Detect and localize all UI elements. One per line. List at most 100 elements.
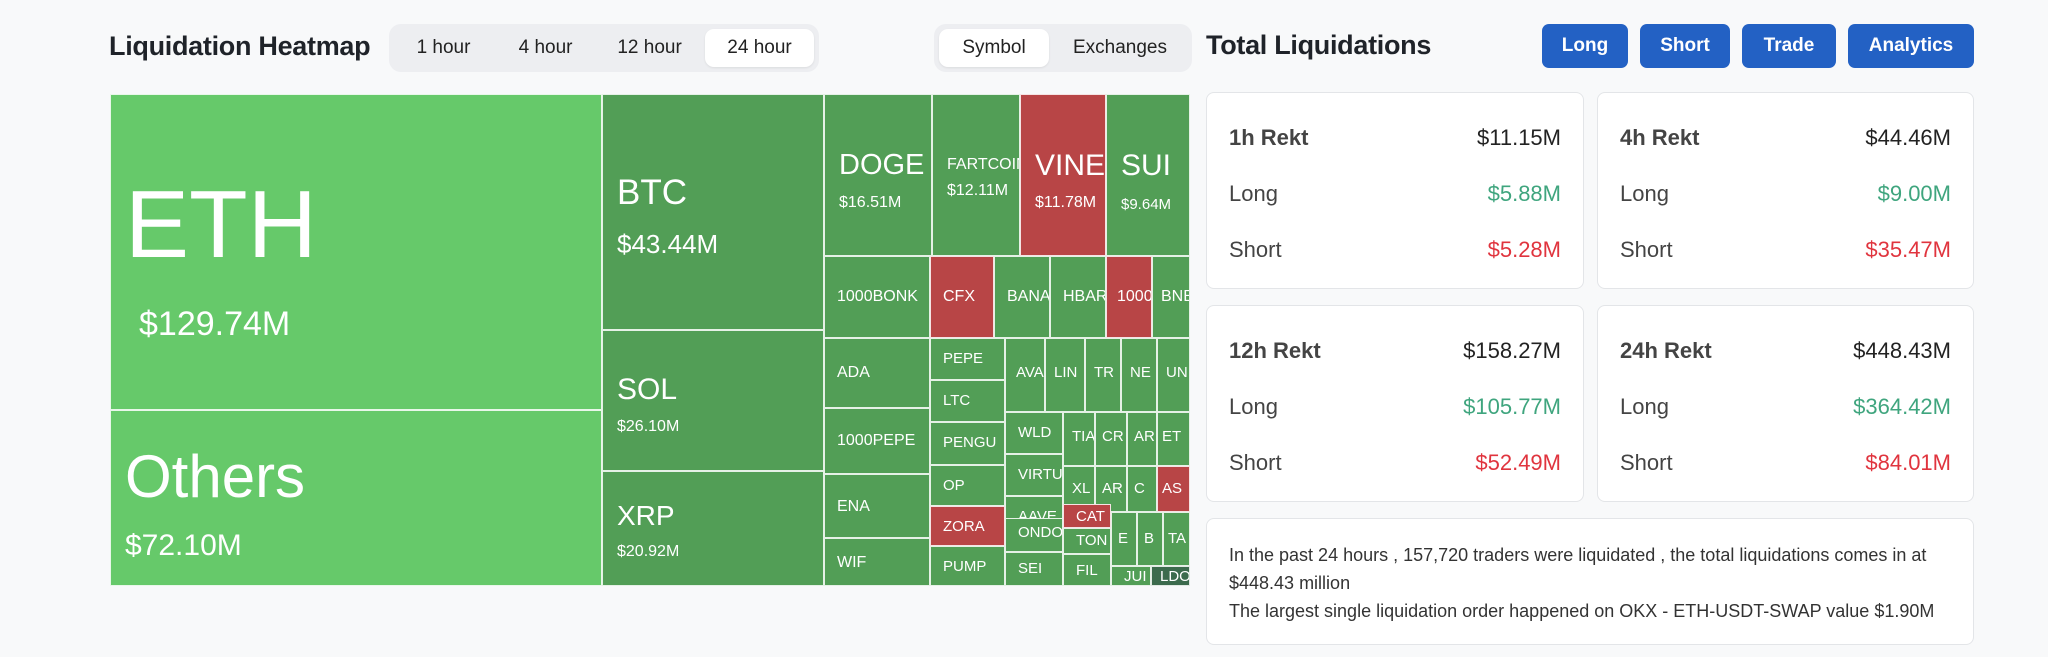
tile-symbol: LTC bbox=[943, 392, 971, 409]
short-label: Short bbox=[1620, 237, 1673, 262]
tile-wld[interactable]: WLD bbox=[1005, 412, 1063, 454]
tile-symbol: SUI bbox=[1121, 149, 1172, 182]
timeframe-12-hour[interactable]: 12 hour bbox=[617, 37, 682, 58]
tile-symbol: OP bbox=[943, 477, 965, 494]
tile-ta[interactable]: TA bbox=[1163, 512, 1190, 566]
tile-1000bonk[interactable]: 1000BONK bbox=[824, 256, 930, 338]
tile-ava[interactable]: AVA bbox=[1005, 338, 1045, 412]
card-total: $448.43M bbox=[1853, 338, 1951, 363]
tile-ne[interactable]: NE bbox=[1121, 338, 1157, 412]
tile-ltc[interactable]: LTC bbox=[930, 380, 1005, 422]
tile-btc[interactable]: BTC $43.44M bbox=[602, 94, 824, 330]
timeframe-24-hour[interactable]: 24 hour bbox=[705, 29, 814, 67]
tile-lin[interactable]: LIN bbox=[1045, 338, 1085, 412]
view-exchanges[interactable]: Exchanges bbox=[1072, 37, 1167, 58]
tile-value: $9.64M bbox=[1121, 196, 1172, 213]
tile-sei[interactable]: SEI bbox=[1005, 552, 1063, 586]
tile-symbol: ENA bbox=[837, 498, 870, 515]
tile-tia[interactable]: TIA bbox=[1063, 412, 1095, 466]
tile-cfx[interactable]: CFX bbox=[930, 256, 994, 338]
tile-1000[interactable]: 1000 bbox=[1106, 256, 1152, 338]
tile-symbol: FIL bbox=[1076, 562, 1098, 579]
tile-ton[interactable]: TON bbox=[1063, 528, 1111, 554]
tile-pengu[interactable]: PENGU bbox=[930, 422, 1005, 465]
tile-as[interactable]: AS bbox=[1157, 466, 1190, 512]
tile-et[interactable]: ET bbox=[1157, 412, 1190, 466]
tile-symbol: CR bbox=[1102, 428, 1124, 445]
tile-vine[interactable]: VINE $11.78M bbox=[1020, 94, 1106, 256]
tile-symbol: XL bbox=[1072, 480, 1091, 497]
tile-symbol: ET bbox=[1162, 428, 1182, 445]
tile-symbol: AR bbox=[1102, 480, 1123, 497]
tile-symbol: DOGE bbox=[839, 149, 925, 181]
tile-others[interactable]: Others $72.10M bbox=[110, 410, 602, 586]
rekt-card-12h: 12h Rekt $158.27M Long $105.77M Short $52.4… bbox=[1206, 305, 1584, 502]
tile-symbol: AS bbox=[1162, 480, 1183, 497]
tile-ena[interactable]: ENA bbox=[824, 474, 930, 538]
trade-button[interactable]: Trade bbox=[1742, 24, 1836, 68]
short-value: $5.28M bbox=[1487, 237, 1561, 262]
tile-op[interactable]: OP bbox=[930, 465, 1005, 506]
tile-cr[interactable]: CR bbox=[1095, 412, 1127, 466]
rekt-card-4h: 4h Rekt $44.46M Long $9.00M Short $35.47M bbox=[1597, 92, 1974, 289]
rekt-card-24h: 24h Rekt $448.43M Long $364.42M Short $84.0… bbox=[1597, 305, 1974, 502]
summary-line-1: In the past 24 hours , 157,720 traders w… bbox=[1229, 545, 1927, 593]
tile-zora[interactable]: ZORA bbox=[930, 506, 1005, 546]
liquidation-summary: In the past 24 hours , 157,720 traders w… bbox=[1206, 518, 1974, 645]
tile-bana[interactable]: BANA bbox=[994, 256, 1050, 338]
short-value: $52.49M bbox=[1475, 450, 1561, 475]
tile-symbol: WIF bbox=[837, 554, 867, 571]
tile-value: $16.51M bbox=[839, 194, 902, 211]
tile-e[interactable]: E bbox=[1111, 512, 1137, 566]
tile-fil[interactable]: FIL bbox=[1063, 554, 1111, 586]
tile-c[interactable]: C bbox=[1127, 466, 1157, 512]
tile-fartcoin[interactable]: FARTCOIN $12.11M bbox=[932, 94, 1020, 256]
tile-ada[interactable]: ADA bbox=[824, 338, 930, 408]
short-button[interactable]: Short bbox=[1640, 24, 1730, 68]
tile-1000pepe[interactable]: 1000PEPE bbox=[824, 408, 930, 474]
tile-b[interactable]: B bbox=[1137, 512, 1163, 566]
tile-symbol: SEI bbox=[1018, 560, 1043, 577]
long-button[interactable]: Long bbox=[1542, 24, 1628, 68]
tile-doge[interactable]: DOGE $16.51M bbox=[824, 94, 932, 256]
tile-un[interactable]: UN bbox=[1157, 338, 1190, 412]
tile-symbol: TR bbox=[1094, 364, 1114, 381]
tile-bnb[interactable]: BNB bbox=[1152, 256, 1190, 338]
view-symbol[interactable]: Symbol bbox=[939, 29, 1049, 67]
tile-symbol: BANA bbox=[1007, 288, 1050, 305]
tile-cat[interactable]: CAT bbox=[1063, 504, 1111, 528]
short-label: Short bbox=[1229, 450, 1282, 475]
long-label: Long bbox=[1620, 181, 1669, 206]
tile-sui[interactable]: SUI $9.64M bbox=[1106, 94, 1190, 256]
tile-ar[interactable]: AR bbox=[1127, 412, 1157, 466]
tile-sol[interactable]: SOL $26.10M bbox=[602, 330, 824, 471]
tile-symbol: CFX bbox=[943, 288, 975, 305]
tile-symbol: SOL bbox=[617, 373, 678, 406]
tile-symbol: AVA bbox=[1016, 364, 1044, 381]
tile-tr[interactable]: TR bbox=[1085, 338, 1121, 412]
tile-xrp[interactable]: XRP $20.92M bbox=[602, 471, 824, 586]
tile-symbol: Others bbox=[125, 443, 306, 510]
timeframe-4-hour[interactable]: 4 hour bbox=[518, 37, 573, 58]
tile-ldo[interactable]: LDO bbox=[1151, 566, 1190, 586]
tile-hbar[interactable]: HBAR bbox=[1050, 256, 1106, 338]
tile-symbol: 1000 bbox=[1117, 288, 1152, 305]
tile-eth[interactable]: ETH $129.74M bbox=[110, 94, 602, 410]
tile-ondo[interactable]: ONDO bbox=[1005, 518, 1063, 552]
summary-line-2: The largest single liquidation order hap… bbox=[1229, 601, 1935, 621]
rekt-card-1h: 1h Rekt $11.15M Long $5.88M Short $5.28M bbox=[1206, 92, 1584, 289]
tile-wif[interactable]: WIF bbox=[824, 538, 930, 586]
tile-symbol: AR bbox=[1134, 428, 1155, 445]
timeframe-1-hour[interactable]: 1 hour bbox=[416, 37, 471, 58]
tile-value: $12.11M bbox=[947, 182, 1009, 199]
tile-pump[interactable]: PUMP bbox=[930, 546, 1005, 586]
tile-symbol: TIA bbox=[1072, 428, 1095, 445]
tile-pepe[interactable]: PEPE bbox=[930, 338, 1005, 380]
tile-symbol: LDO bbox=[1160, 568, 1190, 585]
analytics-button[interactable]: Analytics bbox=[1848, 24, 1974, 68]
tile-virtu[interactable]: VIRTU bbox=[1005, 454, 1063, 496]
tile-value: $43.44M bbox=[617, 229, 719, 259]
card-label: 24h Rekt bbox=[1620, 338, 1712, 363]
tile-jui[interactable]: JUI bbox=[1111, 566, 1151, 586]
tile-symbol: UN bbox=[1166, 364, 1188, 381]
